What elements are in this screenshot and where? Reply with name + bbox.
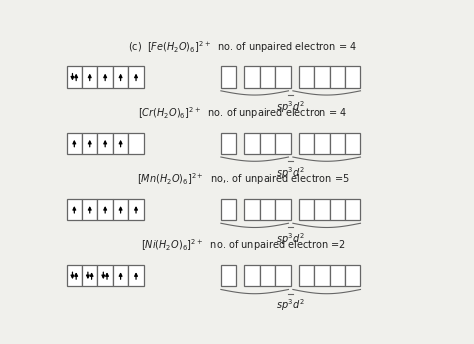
Bar (275, 133, 291, 154)
Bar (275, 265, 291, 286)
Bar (66, 133, 82, 154)
Bar (82, 265, 98, 286)
Bar (314, 199, 329, 220)
Bar (66, 199, 82, 220)
Text: $sp^3d^2$: $sp^3d^2$ (276, 231, 305, 247)
Bar (128, 199, 144, 220)
Bar (314, 66, 329, 88)
Bar (245, 133, 260, 154)
Bar (98, 199, 113, 220)
Bar (113, 199, 128, 220)
Bar (245, 199, 260, 220)
Bar (245, 66, 260, 88)
Bar (260, 199, 275, 220)
Text: $[Cr(H_2O)_6]^{2+}$  no. of unpaired electron = 4: $[Cr(H_2O)_6]^{2+}$ no. of unpaired elec… (138, 105, 347, 121)
Bar (314, 265, 329, 286)
Text: $sp^3d^2$: $sp^3d^2$ (276, 298, 305, 313)
Bar (299, 265, 314, 286)
Bar (128, 265, 144, 286)
Bar (221, 66, 237, 88)
Bar (98, 133, 113, 154)
Bar (128, 66, 144, 88)
Bar (98, 265, 113, 286)
Bar (299, 199, 314, 220)
Bar (345, 66, 361, 88)
Bar (221, 199, 237, 220)
Text: $[Ni(H_2O)_6]^{2+}$  no. of unpaired electron =2: $[Ni(H_2O)_6]^{2+}$ no. of unpaired elec… (140, 237, 346, 253)
Bar (98, 66, 113, 88)
Bar (329, 133, 345, 154)
Text: $[Mn(H_2O)_6]^{2+}$  no,. of unpaired electron =5: $[Mn(H_2O)_6]^{2+}$ no,. of unpaired ele… (137, 171, 349, 187)
Bar (299, 66, 314, 88)
Bar (113, 265, 128, 286)
Bar (275, 199, 291, 220)
Bar (113, 66, 128, 88)
Bar (128, 133, 144, 154)
Bar (260, 66, 275, 88)
Bar (82, 133, 98, 154)
Bar (345, 199, 361, 220)
Text: $sp^3d^2$: $sp^3d^2$ (276, 99, 305, 115)
Bar (329, 66, 345, 88)
Bar (82, 199, 98, 220)
Text: $sp^3d^2$: $sp^3d^2$ (276, 165, 305, 181)
Bar (221, 265, 237, 286)
Bar (260, 133, 275, 154)
Bar (221, 133, 237, 154)
Bar (275, 66, 291, 88)
Bar (314, 133, 329, 154)
Bar (66, 265, 82, 286)
Bar (299, 133, 314, 154)
Bar (113, 133, 128, 154)
Text: (c)  $[Fe(H_2O)_6]^{2+}$  no. of unpaired electron = 4: (c) $[Fe(H_2O)_6]^{2+}$ no. of unpaired … (128, 39, 357, 54)
Bar (260, 265, 275, 286)
Bar (66, 66, 82, 88)
Bar (329, 265, 345, 286)
Bar (329, 199, 345, 220)
Bar (345, 265, 361, 286)
Bar (245, 265, 260, 286)
Bar (82, 66, 98, 88)
Bar (345, 133, 361, 154)
